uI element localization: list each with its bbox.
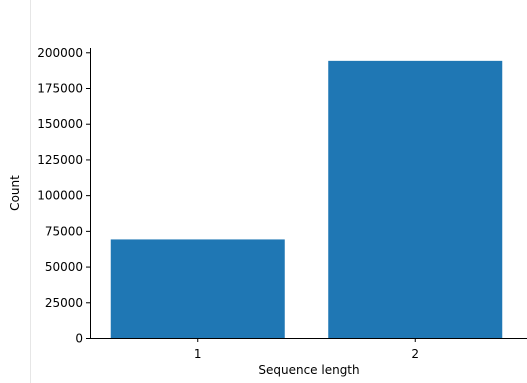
bars-group (110, 60, 503, 338)
y-tick-label: 200000 (37, 46, 83, 60)
y-tick-label: 75000 (45, 224, 83, 238)
x-axis-label: Sequence length (258, 363, 359, 377)
y-tick-label: 0 (75, 332, 83, 346)
page-left-rule (30, 0, 31, 383)
y-axis-label: Count (8, 175, 22, 211)
bar-1 (110, 239, 285, 338)
x-tick-label: 2 (411, 347, 419, 361)
y-tick-label: 150000 (37, 117, 83, 131)
y-tick-label: 175000 (37, 82, 83, 96)
y-tick-label: 25000 (45, 296, 83, 310)
y-axis-ticks: 0 25000 50000 75000 100000 125000 150000 175000… (37, 46, 90, 346)
y-tick-label: 125000 (37, 153, 83, 167)
bar-2 (328, 60, 503, 338)
x-tick-label: 1 (194, 347, 202, 361)
y-tick-label: 50000 (45, 260, 83, 274)
y-tick-label: 100000 (37, 189, 83, 203)
